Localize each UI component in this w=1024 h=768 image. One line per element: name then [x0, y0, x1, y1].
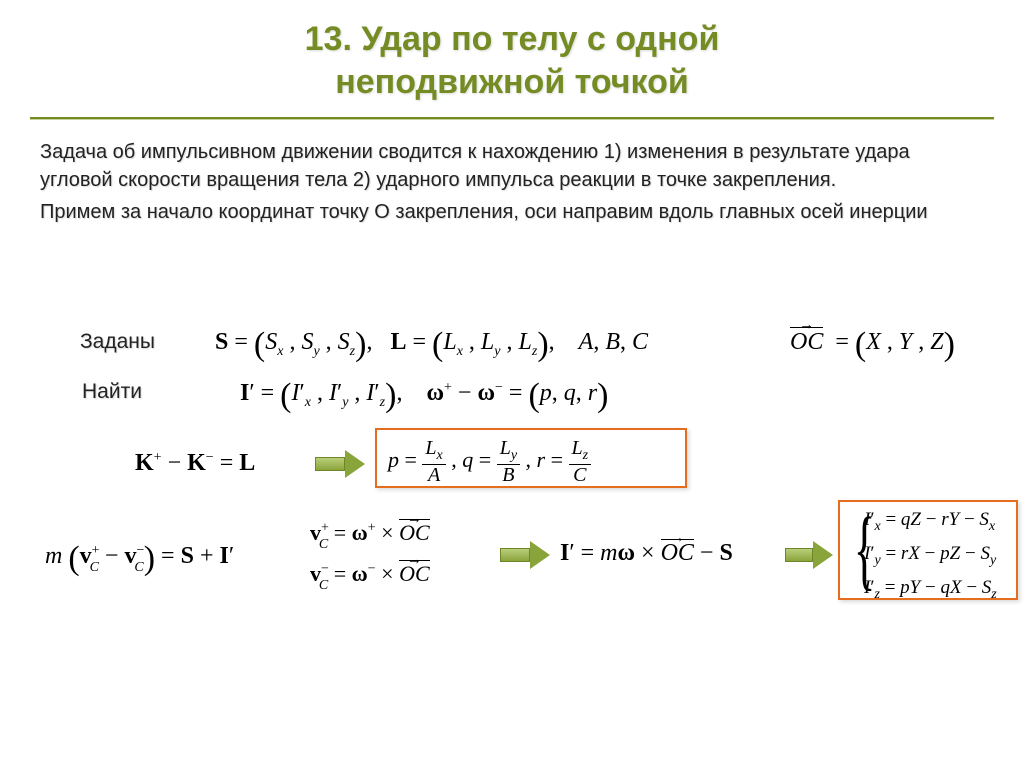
slide-title: 13. Удар по телу с одной неподвижной точ…	[0, 0, 1024, 103]
intro-p1: Задача об импульсивном движении сводится…	[40, 138, 984, 194]
title-line-1: 13. Удар по телу с одной	[305, 20, 720, 58]
label-given: Заданы	[80, 330, 155, 354]
eq-given-sl: S = (Sx , Sy , Sz), L = (Lx , Ly , Lz), …	[215, 326, 648, 364]
intro-p2: Примем за начало координат точку O закре…	[40, 198, 984, 226]
intro-text: Задача об импульсивном движении сводится…	[40, 138, 984, 226]
arrow-3-body	[785, 548, 813, 562]
arrow-1-head	[345, 450, 365, 478]
label-find: Найти	[82, 380, 142, 404]
title-line-2: неподвижной точкой	[335, 63, 689, 101]
arrow-1-body	[315, 457, 345, 471]
eq-vc-omega: v+C = ω+ × →OC v−C = ω− × →OC	[310, 515, 430, 598]
arrow-3-head	[813, 541, 833, 569]
eq-k: K+ − K− = L	[135, 450, 255, 477]
eq-find-i-omega: I′ = (I′x , I′y , I′z), ω+ − ω− = (p, q,…	[240, 377, 608, 415]
eq-i-result: I′ = mω × →OC − S	[560, 540, 733, 567]
eq-oc: →OC = (X , Y , Z)	[790, 326, 955, 364]
eq-system: I′x = qZ − rY − Sx I′y = rX − pZ − Sy I′…	[864, 504, 997, 606]
arrow-2-head	[530, 541, 550, 569]
eq-mvc: m (v+C − v−C) = S + I′	[45, 540, 234, 578]
arrow-2-body	[500, 548, 530, 562]
eq-pqr: p = LxA , q = LyB , r = LzC	[388, 438, 591, 486]
title-rule	[30, 117, 994, 120]
